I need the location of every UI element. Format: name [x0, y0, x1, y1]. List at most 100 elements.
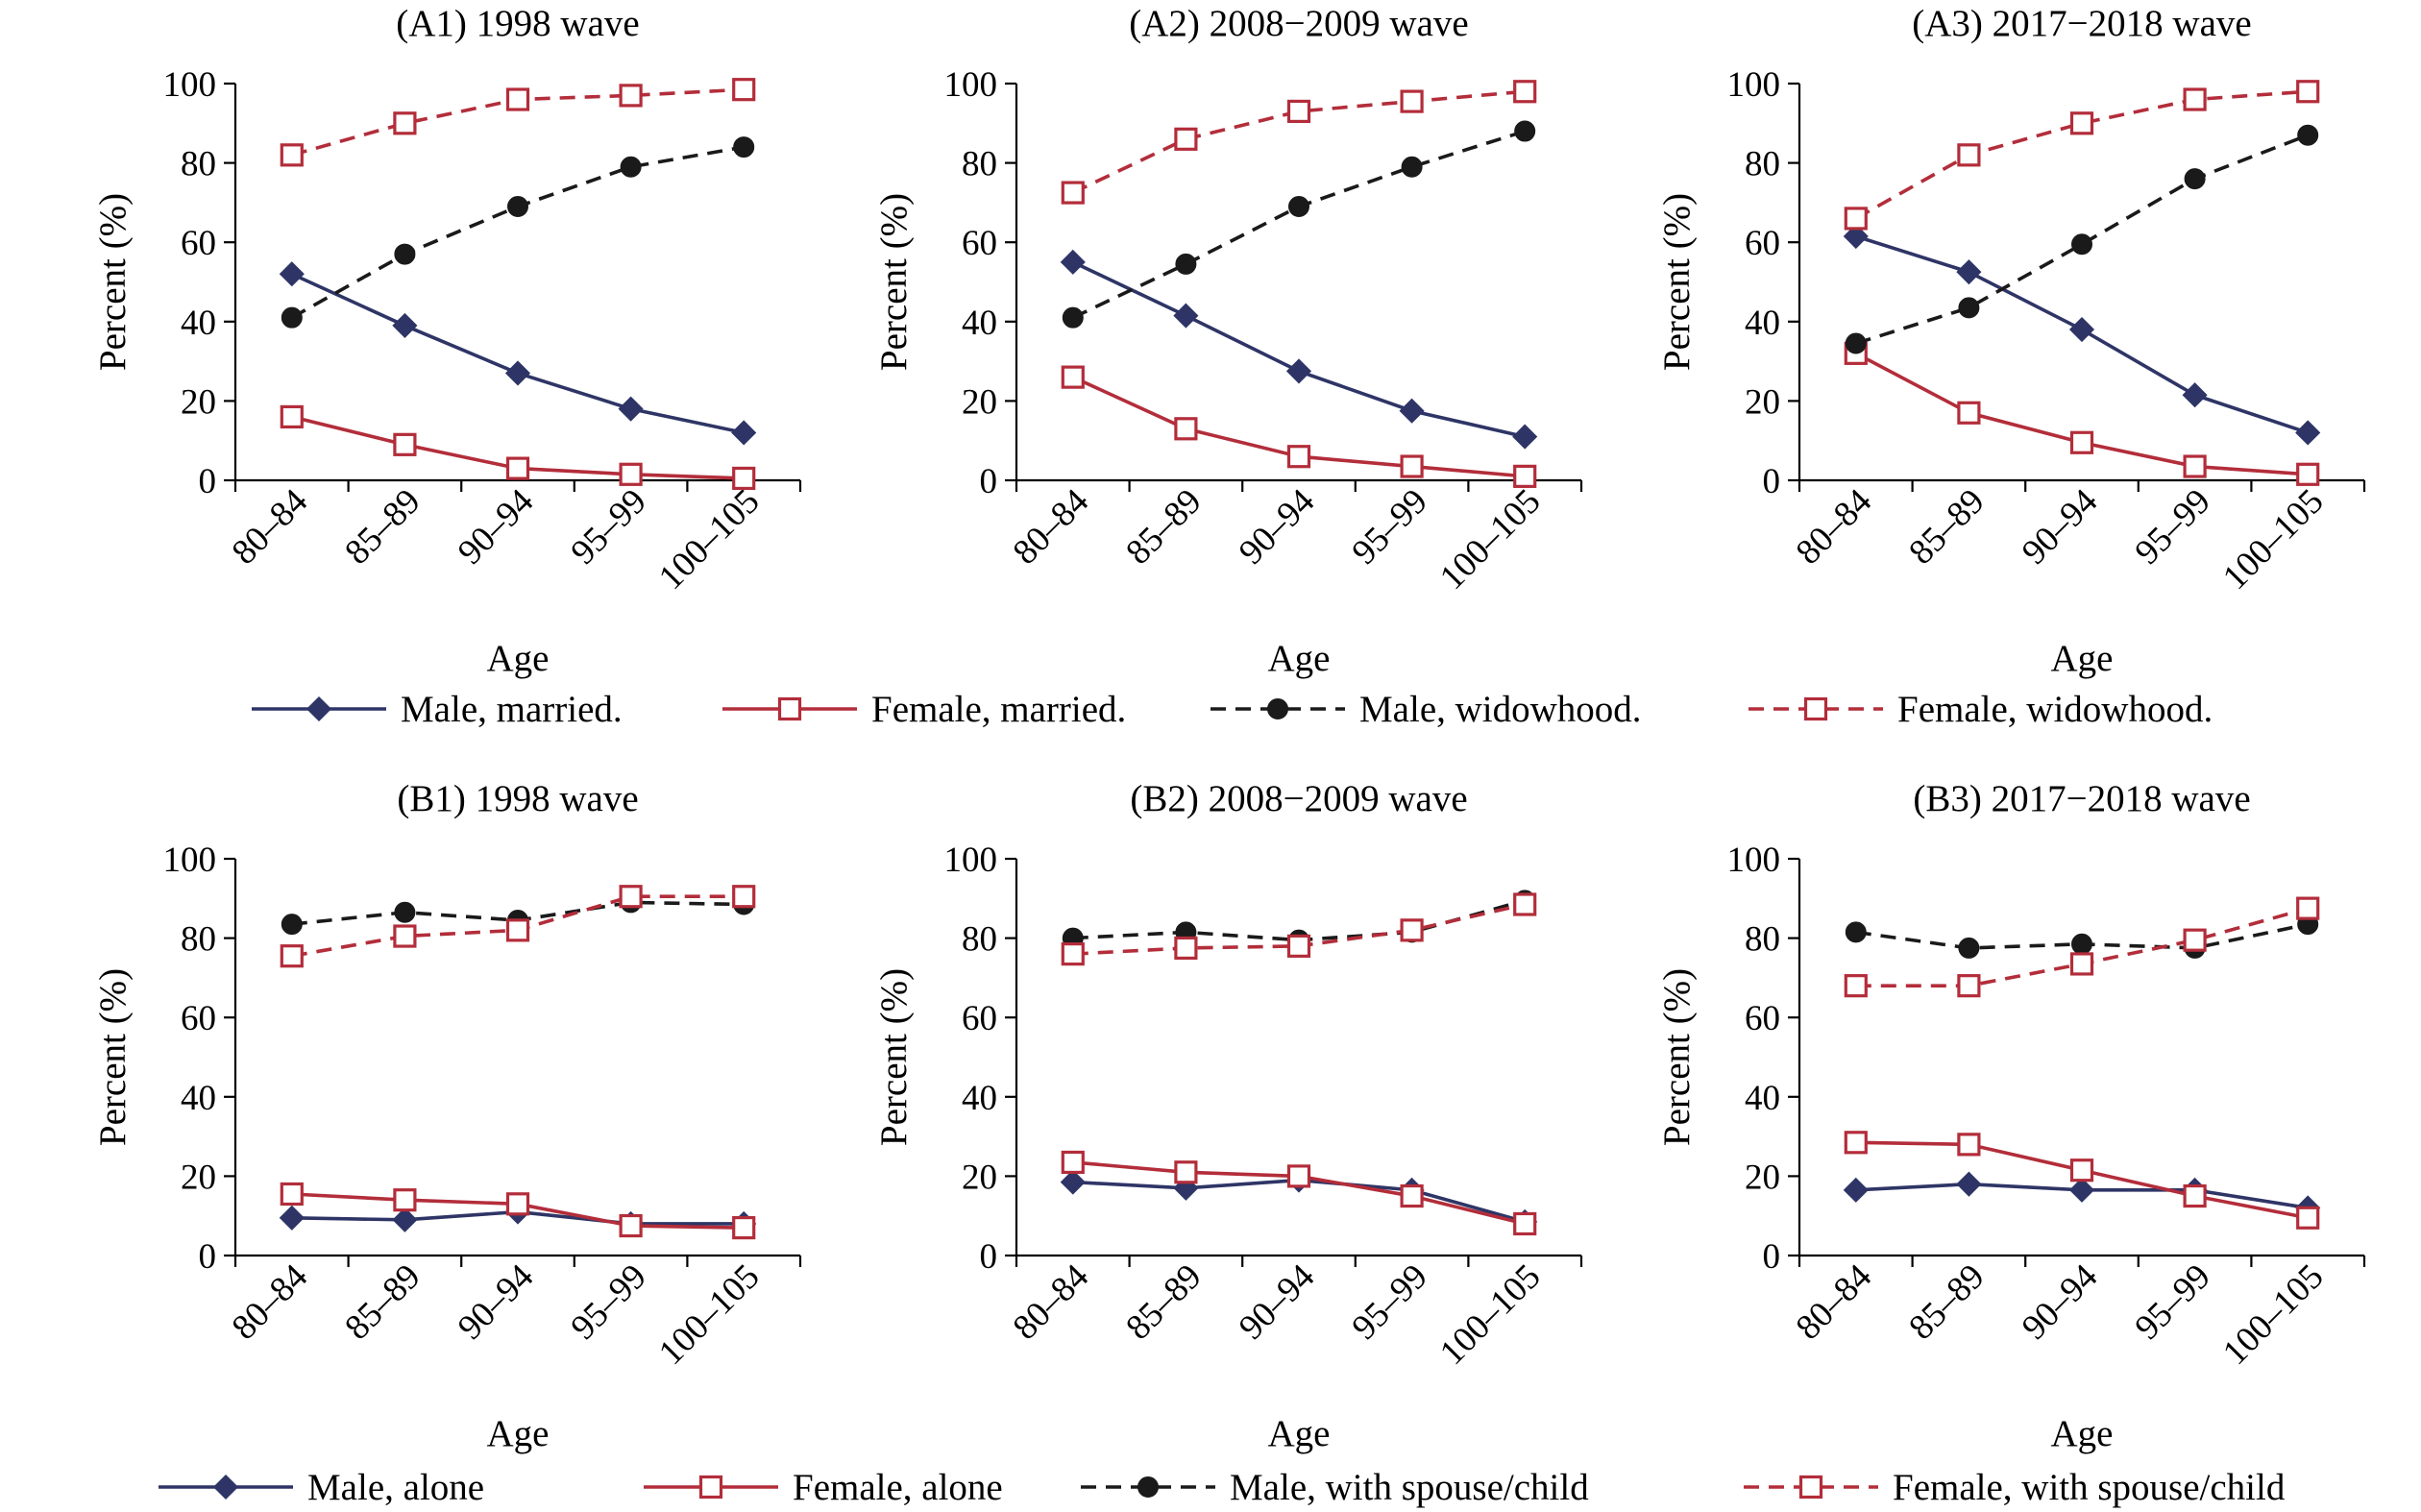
x-tick-label: 95–99 — [1345, 1256, 1435, 1347]
y-tick-label: 80 — [181, 145, 216, 184]
data-point — [1288, 196, 1309, 218]
data-point — [1513, 1211, 1537, 1236]
series-female-alone — [280, 1182, 756, 1240]
legend-swatch-marker — [1267, 698, 1288, 719]
series-line — [1072, 260, 1526, 439]
legend-item: Female, married. — [722, 689, 1126, 730]
data-point — [2297, 124, 2319, 146]
data-point — [619, 1213, 643, 1238]
data-point — [1513, 892, 1537, 916]
data-point — [1843, 1177, 1869, 1203]
y-tick-label: 0 — [199, 1237, 217, 1277]
y-tick-label: 0 — [1763, 462, 1781, 501]
data-point — [2296, 1206, 2320, 1230]
data-point — [394, 901, 416, 923]
data-point — [1512, 424, 1538, 450]
data-point — [1958, 297, 1980, 319]
data-point — [507, 196, 528, 218]
y-tick-label: 40 — [962, 1079, 997, 1118]
y-axis-label: Percent (%) — [92, 968, 134, 1146]
data-point — [1399, 398, 1425, 424]
y-tick-label: 60 — [181, 224, 216, 263]
x-tick-label: 90–94 — [2015, 1256, 2105, 1347]
chart-panel-b2: (B2) 2008−2009 wave 0 20 40 60 80 100 80–84 85–8… — [873, 778, 1583, 1454]
x-tick-label: 90–94 — [2015, 481, 2105, 572]
data-point — [281, 914, 303, 936]
data-point — [280, 944, 304, 968]
y-tick-label: 100 — [163, 841, 217, 880]
x-tick-label: 85–89 — [337, 481, 428, 572]
data-point — [620, 156, 642, 178]
legend-item: Male, widowhood. — [1210, 689, 1642, 730]
x-tick-label: 100–105 — [2215, 481, 2332, 597]
data-point — [505, 918, 530, 942]
data-point — [1286, 445, 1311, 469]
y-tick-label: 80 — [1745, 145, 1780, 184]
series-female-married — [1061, 365, 1537, 488]
series-male-alone — [1843, 1171, 2321, 1221]
x-tick-label: 90–94 — [451, 481, 541, 572]
data-point — [393, 432, 417, 456]
x-tick-label: 95–99 — [564, 1256, 654, 1347]
legend-label: Male, with spouse/child — [1230, 1467, 1589, 1508]
data-point — [394, 243, 416, 265]
legend-bottom: Male, alone Female, alone Male, with spous… — [159, 1467, 2286, 1508]
x-axis-label: Age — [2051, 1413, 2114, 1454]
data-point — [2183, 87, 2207, 111]
data-point — [2296, 896, 2320, 920]
y-tick-label: 80 — [962, 920, 997, 960]
y-tick-label: 20 — [1745, 1158, 1780, 1197]
x-tick-label: 80–84 — [1789, 1256, 1879, 1347]
y-axis-label: Percent (%) — [873, 968, 915, 1146]
y-tick-label: 20 — [962, 382, 997, 422]
y-tick-label: 80 — [181, 920, 216, 960]
legend-swatch-marker — [212, 1474, 239, 1500]
data-point — [1844, 1131, 1868, 1155]
x-tick-label: 90–94 — [451, 1256, 541, 1347]
y-tick-label: 60 — [962, 224, 997, 263]
x-tick-label: 85–89 — [1118, 481, 1209, 572]
data-point — [1844, 207, 1868, 231]
data-point — [1514, 120, 1536, 142]
data-point — [1400, 1183, 1424, 1208]
data-point — [618, 396, 644, 422]
series-female-alone — [1844, 1131, 2320, 1230]
data-point — [1285, 358, 1312, 384]
data-point — [2068, 1177, 2095, 1203]
x-tick-label: 85–89 — [1901, 1256, 1992, 1347]
data-point — [280, 1182, 304, 1207]
x-tick-label: 95–99 — [564, 481, 654, 572]
x-axis-label: Age — [1268, 1413, 1331, 1454]
data-point — [1957, 1133, 1981, 1157]
data-point — [1174, 936, 1198, 961]
data-point — [1957, 974, 1981, 998]
data-point — [279, 261, 305, 287]
data-point — [2183, 454, 2207, 478]
x-tick-label: 80–84 — [1789, 481, 1879, 572]
data-point — [1400, 89, 1424, 113]
data-point — [1401, 156, 1423, 178]
chart-panel-b3: (B3) 2017−2018 wave 0 20 40 60 80 100 80–84 85–8… — [1656, 778, 2366, 1454]
series-female-widowhood — [280, 78, 756, 167]
panel-title: (B1) 1998 wave — [397, 778, 638, 819]
series-line — [290, 145, 745, 320]
legend-swatch-marker — [777, 696, 802, 721]
data-point — [732, 78, 756, 102]
data-point — [279, 1205, 305, 1231]
series-male-married — [279, 261, 757, 446]
data-point — [1174, 127, 1198, 151]
y-tick-label: 100 — [944, 841, 998, 880]
x-tick-label: 100–105 — [1432, 481, 1549, 597]
legend-item: Female, with spouse/child — [1744, 1467, 2286, 1508]
data-point — [1958, 937, 1980, 959]
data-point — [281, 306, 303, 329]
data-point — [2184, 168, 2206, 190]
data-point — [732, 466, 756, 491]
data-point — [2183, 1183, 2207, 1208]
data-point — [2071, 233, 2092, 256]
data-point — [2069, 111, 2094, 135]
data-point — [731, 420, 757, 446]
data-point — [1845, 921, 1867, 943]
y-tick-label: 100 — [944, 65, 998, 105]
panel-title: (B2) 2008−2009 wave — [1130, 778, 1467, 819]
